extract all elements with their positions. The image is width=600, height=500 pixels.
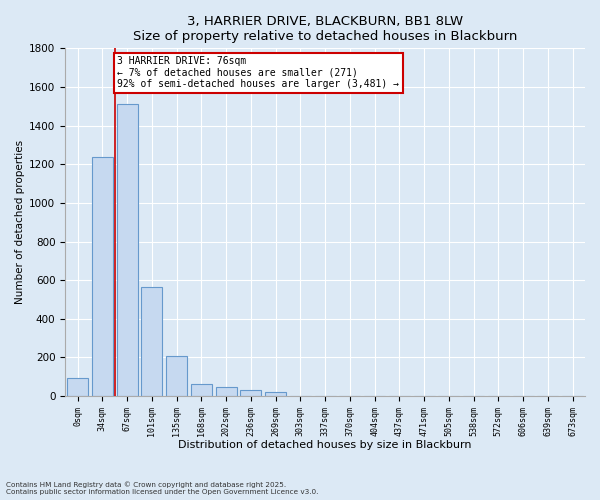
Bar	[116, 104, 137, 396]
Bar	[240, 390, 262, 396]
Bar	[92, 158, 113, 396]
Y-axis label: Number of detached properties: Number of detached properties	[15, 140, 25, 304]
Bar	[67, 378, 88, 396]
Text: Contains HM Land Registry data © Crown copyright and database right 2025.
Contai: Contains HM Land Registry data © Crown c…	[6, 482, 319, 495]
Bar	[191, 384, 212, 396]
Bar	[265, 392, 286, 396]
Bar	[141, 287, 163, 396]
Title: 3, HARRIER DRIVE, BLACKBURN, BB1 8LW
Size of property relative to detached house: 3, HARRIER DRIVE, BLACKBURN, BB1 8LW Siz…	[133, 15, 517, 43]
Text: 3 HARRIER DRIVE: 76sqm
← 7% of detached houses are smaller (271)
92% of semi-det: 3 HARRIER DRIVE: 76sqm ← 7% of detached …	[117, 56, 399, 90]
Bar	[166, 356, 187, 396]
Bar	[215, 387, 236, 396]
X-axis label: Distribution of detached houses by size in Blackburn: Distribution of detached houses by size …	[178, 440, 472, 450]
